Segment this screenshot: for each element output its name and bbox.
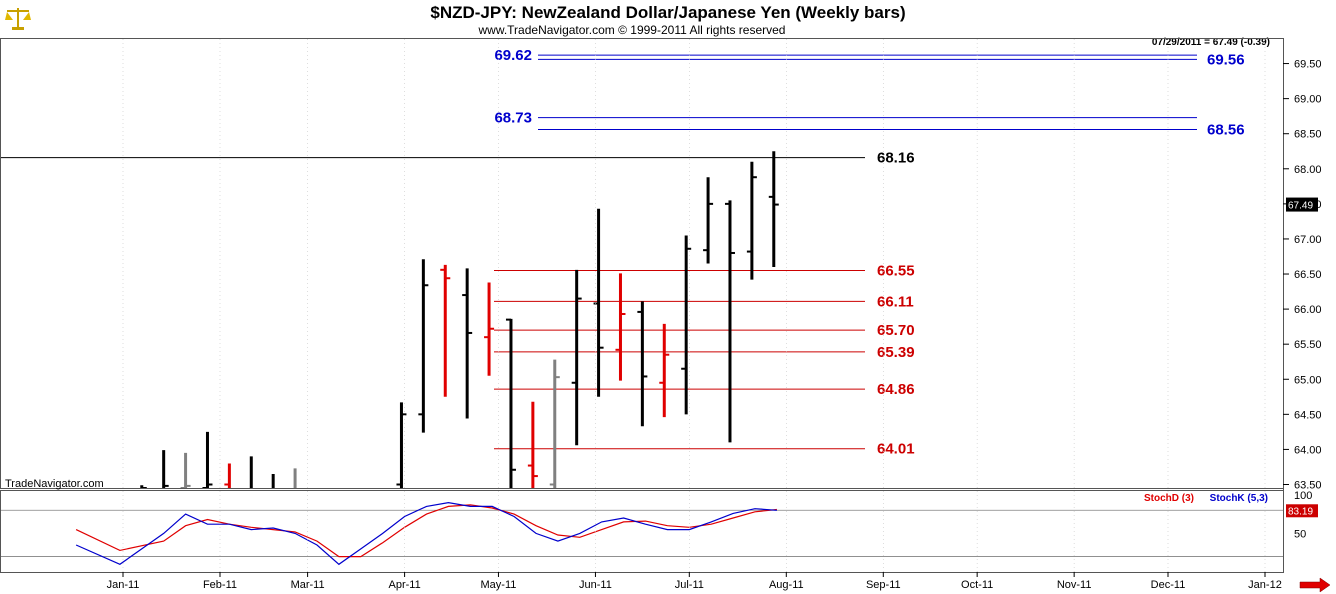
ohlc-bar	[140, 485, 147, 488]
ohlc-bar	[549, 359, 560, 488]
level-label: 65.70	[877, 322, 915, 339]
ohlc-bar	[724, 200, 735, 443]
stoch-panel-frame	[0, 490, 1284, 573]
level-label: 68.73	[494, 110, 532, 127]
logo	[5, 8, 31, 30]
level-label: 68.56	[1207, 122, 1245, 139]
level-label: 69.62	[494, 47, 532, 64]
stoch-k-line	[75, 501, 777, 566]
level-label: 65.39	[877, 344, 915, 361]
time-tick-label: Mar-11	[291, 579, 325, 591]
price-tick-label: 68.50	[1294, 129, 1322, 141]
time-tick-label: Aug-11	[769, 579, 804, 591]
time-tick-label: Feb-11	[203, 579, 237, 591]
price-tick-label: 69.00	[1294, 94, 1322, 106]
ohlc-bar	[615, 273, 626, 381]
time-tick-label: Nov-11	[1057, 579, 1092, 591]
level-label: 64.86	[877, 381, 915, 398]
price-tick-label: 67.00	[1294, 234, 1322, 246]
time-tick-label: Jan-11	[107, 579, 140, 591]
level-label: 66.11	[877, 293, 914, 310]
price-tick-label: 68.00	[1294, 164, 1322, 176]
ohlc-bar	[637, 301, 648, 427]
ohlc-bar	[571, 269, 582, 446]
ohlc-bar	[593, 208, 604, 397]
stoch-tick-label: 50	[1294, 528, 1306, 540]
ohlc-bar	[703, 177, 714, 264]
ohlc-bar	[746, 161, 757, 280]
stoch-marker-label: 83.19	[1288, 506, 1313, 517]
time-tick-label: Jul-11	[675, 579, 704, 591]
time-tick-label: Oct-11	[961, 579, 993, 591]
last-quote: 07/29/2011 = 67.49 (-0.39)	[1152, 37, 1270, 48]
stoch-d-line	[75, 504, 777, 558]
ohlc-bar	[180, 452, 191, 488]
ohlc-bar	[418, 259, 429, 433]
last-price-marker	[1286, 197, 1318, 212]
time-tick-label: May-11	[481, 579, 517, 591]
level-label: 66.55	[877, 263, 915, 280]
ohlc-bar	[202, 431, 213, 488]
last-price-label: 67.49	[1288, 201, 1313, 212]
ohlc-bar	[224, 463, 231, 488]
scroll-right-button[interactable]	[1299, 577, 1331, 593]
ohlc-bar	[659, 323, 670, 418]
price-tick-label: 65.50	[1294, 339, 1322, 351]
ohlc-bar	[271, 473, 275, 488]
stoch-tick-label: 100	[1294, 490, 1312, 502]
price-tick-label: 69.50	[1294, 59, 1322, 71]
ohlc-bar	[527, 401, 538, 488]
balance-scale-icon	[5, 8, 31, 30]
price-tick-label: 64.50	[1294, 409, 1322, 421]
price-tick-label: 66.00	[1294, 304, 1322, 316]
time-tick-label: Jun-11	[579, 579, 612, 591]
price-tick-label: 65.00	[1294, 374, 1322, 386]
ohlc-bar	[462, 268, 473, 419]
ohlc-bar	[162, 450, 169, 488]
ohlc-bar	[681, 235, 692, 415]
stoch-legend-item: StochK (5,3)	[1210, 493, 1268, 504]
level-label: 69.56	[1207, 51, 1245, 68]
ohlc-bar	[396, 402, 407, 488]
ohlc-bar	[249, 456, 253, 488]
stoch-legend-item: StochD (3)	[1144, 493, 1194, 504]
ohlc-bar	[768, 151, 779, 268]
ohlc-bar	[505, 318, 516, 488]
watermark: TradeNavigator.com	[5, 478, 104, 490]
ohlc-bar	[440, 264, 451, 397]
price-tick-label: 64.00	[1294, 444, 1322, 456]
level-label: 64.01	[877, 441, 915, 458]
chart-title: $NZD-JPY: NewZealand Dollar/Japanese Yen…	[430, 3, 905, 22]
ohlc-bar	[484, 282, 495, 376]
time-tick-label: Sep-11	[866, 579, 901, 591]
time-tick-label: Apr-11	[388, 579, 420, 591]
price-tick-label: 63.50	[1294, 479, 1322, 491]
time-tick-label: Jan-12	[1248, 579, 1282, 591]
time-tick-label: Dec-11	[1151, 579, 1186, 591]
price-tick-label: 66.50	[1294, 269, 1322, 281]
level-label: 68.16	[877, 150, 915, 167]
copyright: www.TradeNavigator.com © 1999-2011 All r…	[478, 23, 786, 37]
ohlc-bar	[293, 468, 297, 488]
right-arrow-icon	[1299, 577, 1331, 593]
stoch-marker	[1286, 504, 1318, 518]
